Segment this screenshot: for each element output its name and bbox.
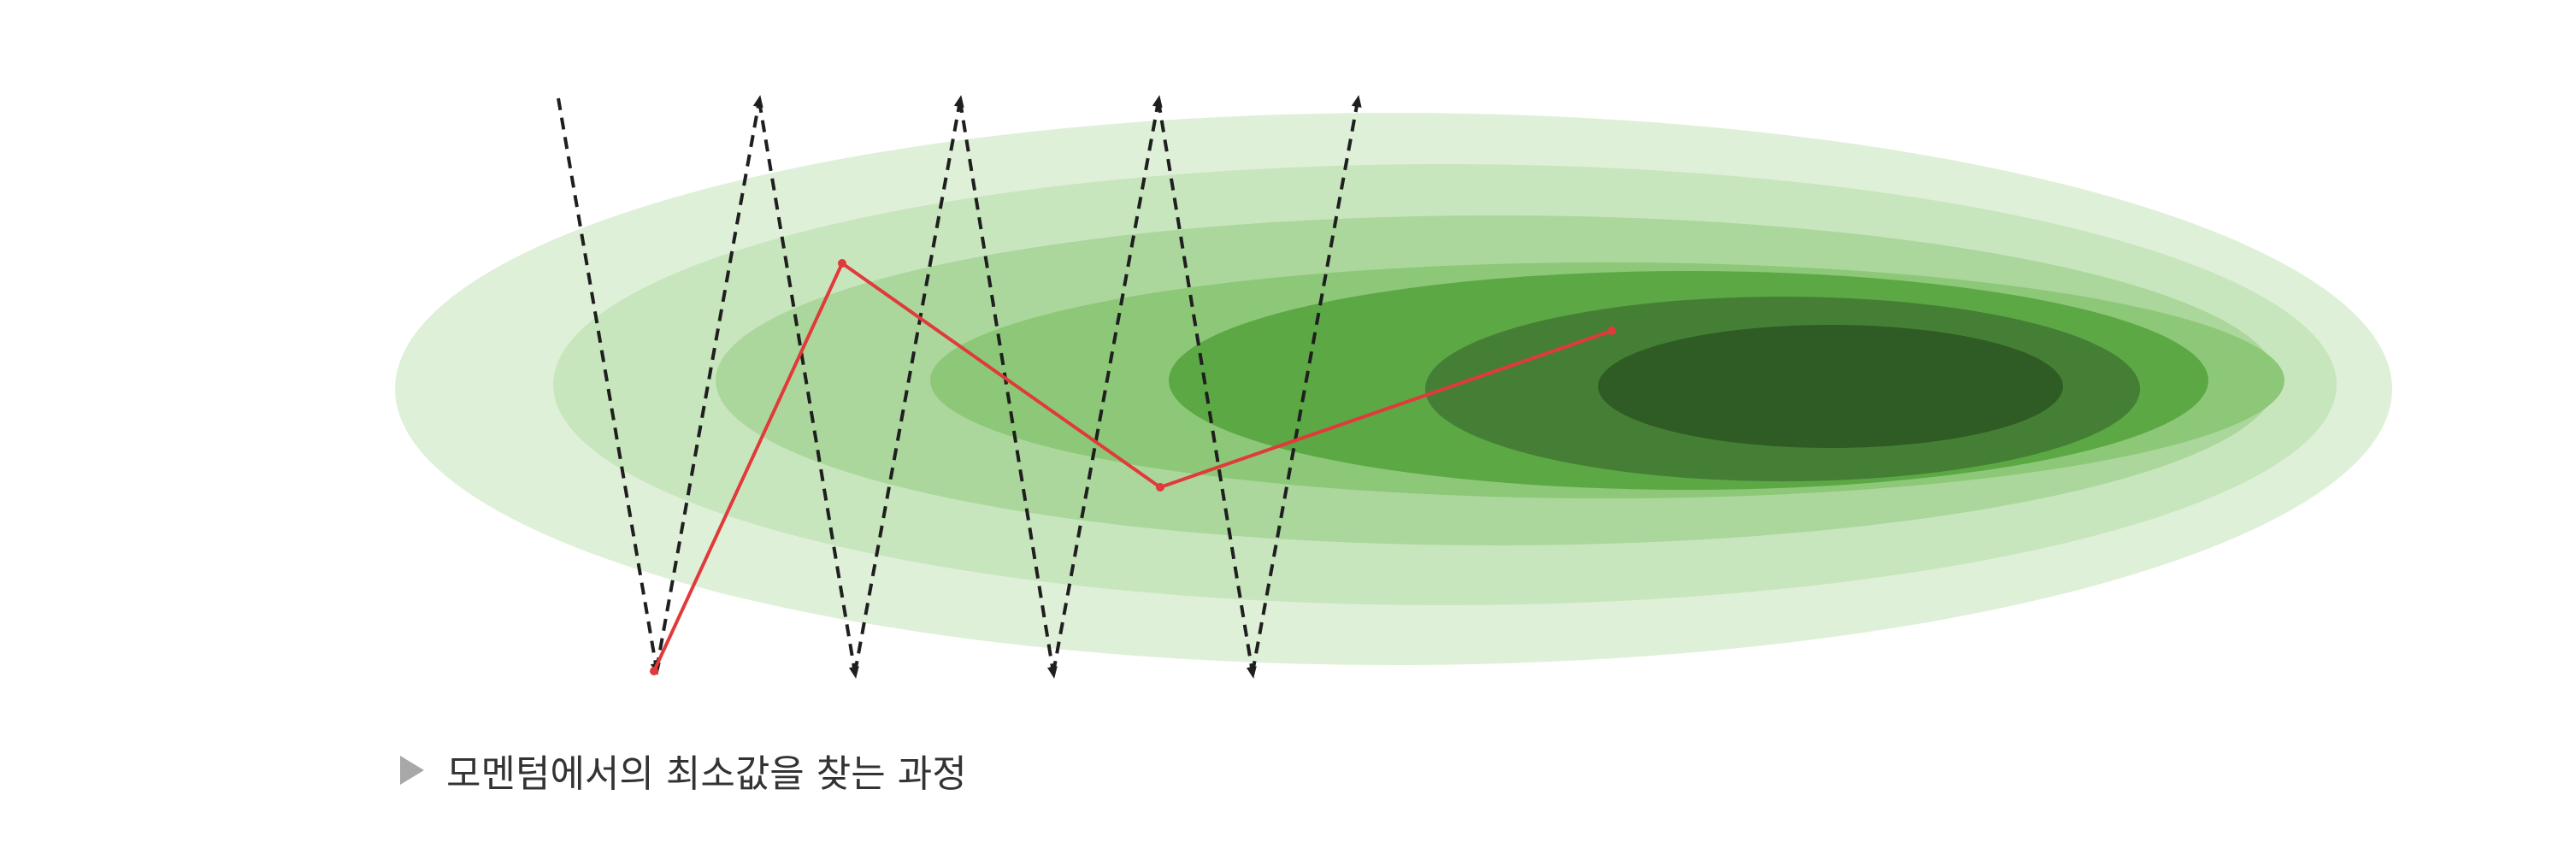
momentum-path	[650, 259, 1616, 675]
contour-level-7	[1598, 325, 2063, 448]
triangle-bullet-icon	[400, 756, 424, 785]
caption-text: 모멘텀에서의 최소값을 찾는 과정	[446, 752, 967, 796]
sgd-step	[655, 95, 763, 670]
momentum-line	[650, 259, 1616, 675]
figure-caption: 모멘텀에서의 최소값을 찾는 과정	[400, 740, 967, 800]
sgd-step	[557, 97, 661, 675]
